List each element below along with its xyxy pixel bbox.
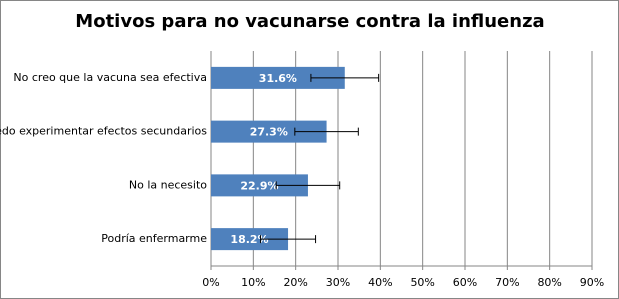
x-tick-label: 10% — [241, 276, 265, 289]
x-tick-label: 70% — [495, 276, 519, 289]
bar — [211, 66, 345, 89]
bar — [211, 228, 289, 251]
x-tick-label: 90% — [580, 276, 604, 289]
bar — [211, 174, 308, 197]
x-tick-label: 50% — [410, 276, 434, 289]
x-tick-label: 0% — [202, 276, 219, 289]
error-bar — [294, 127, 359, 136]
y-tick-label: No creo que la vacuna sea efectiva — [13, 71, 207, 84]
bar — [211, 120, 327, 143]
error-bar — [275, 181, 341, 190]
y-tick-label: Puedo experimentar efectos secundarios — [0, 125, 207, 138]
data-label: 31.6% — [259, 72, 297, 85]
data-label: 22.9% — [240, 179, 278, 192]
x-tick-label: 80% — [537, 276, 561, 289]
chart-title: Motivos para no vacunarse contra la infl… — [75, 11, 544, 32]
error-bar — [260, 235, 317, 244]
y-tick-label: No la necesito — [129, 178, 207, 191]
y-tick-label: Podría enfermarme — [101, 232, 207, 245]
error-bar — [310, 73, 380, 82]
x-tick-label: 40% — [368, 276, 392, 289]
x-tick-label: 30% — [326, 276, 350, 289]
data-label: 27.3% — [250, 126, 288, 139]
x-tick-label: 60% — [453, 276, 477, 289]
x-tick-label: 20% — [283, 276, 307, 289]
data-label: 18.2% — [230, 233, 268, 246]
